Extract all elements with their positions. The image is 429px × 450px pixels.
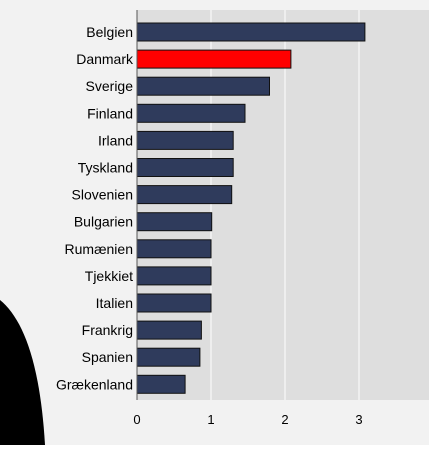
category-label: Spanien	[82, 349, 133, 365]
bar-tyskland	[136, 158, 234, 177]
category-label: Italien	[96, 295, 133, 311]
bar-sverige	[136, 76, 270, 96]
category-label: Rumænien	[65, 241, 133, 257]
category-label: Finland	[87, 105, 133, 121]
category-label: Slovenien	[72, 187, 134, 203]
category-label: Tjekkiet	[85, 268, 133, 284]
category-label: Danmark	[76, 51, 134, 67]
bar-irland	[136, 130, 234, 150]
x-tick-label: 2	[281, 412, 288, 427]
bar-spanien	[136, 347, 201, 367]
bar-danmark	[136, 49, 292, 69]
category-label: Grækenland	[56, 376, 133, 392]
category-label: Frankrig	[82, 322, 133, 338]
decorative-shape	[0, 300, 45, 445]
bar-bulgarien	[136, 212, 213, 232]
gridlines	[210, 10, 360, 400]
bar-rumænien	[136, 239, 212, 259]
bars	[136, 22, 366, 394]
bar-tjekkiet	[136, 266, 212, 286]
bar-finland	[136, 103, 246, 123]
category-label: Belgien	[86, 24, 133, 40]
bar-grækenland	[136, 374, 186, 394]
bar-frankrig	[136, 320, 202, 340]
x-tick-label: 0	[133, 412, 140, 427]
category-label: Bulgarien	[74, 214, 133, 230]
category-label: Irland	[98, 132, 133, 148]
x-axis-tick-labels: 01234	[133, 412, 362, 427]
category-label: Sverige	[86, 78, 134, 94]
category-label: Tyskland	[78, 160, 133, 176]
x-tick-label: 1	[207, 412, 214, 427]
category-labels: Belgien Danmark Sverige Finland Irland Tyskla…	[56, 24, 134, 392]
x-tick-label: 3	[355, 412, 362, 427]
bar-italien	[136, 293, 212, 313]
bar-slovenien	[136, 185, 233, 205]
bar-belgien	[136, 22, 366, 42]
